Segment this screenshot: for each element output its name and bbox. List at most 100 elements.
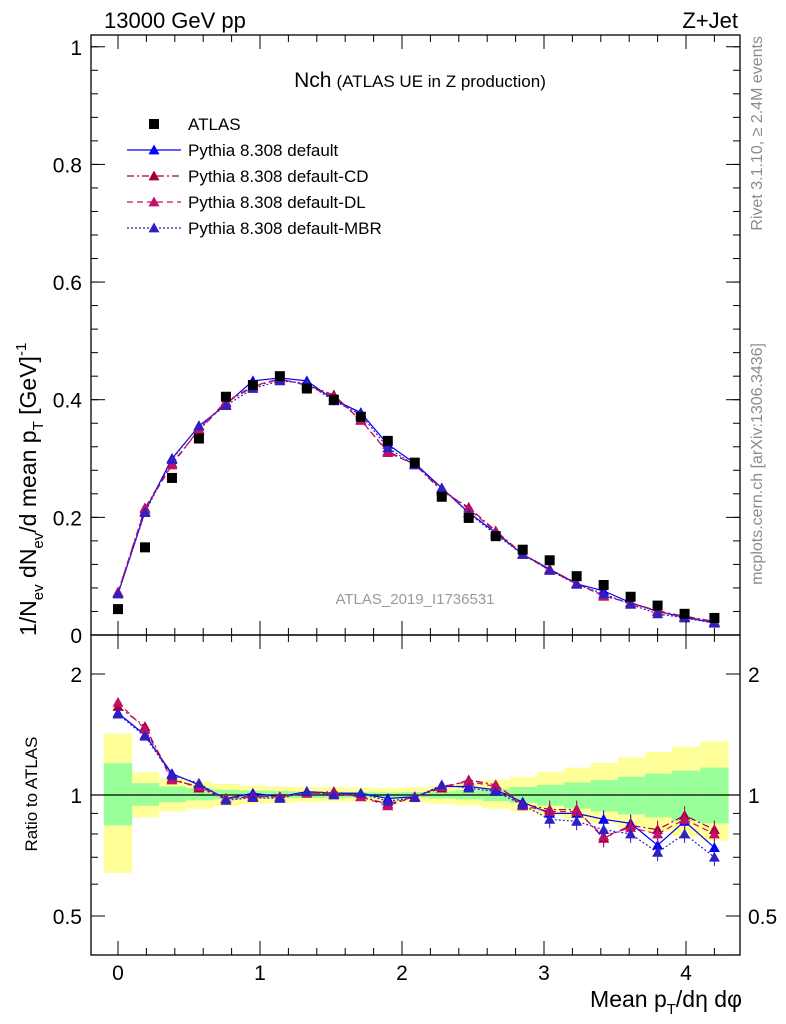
legend-entry: Pythia 8.308 default-DL xyxy=(127,193,366,212)
ratio-series-marker xyxy=(409,792,421,803)
ratio-series-marker xyxy=(463,776,475,786)
legend-entry: ATLAS xyxy=(149,115,241,134)
ratio-series-marker xyxy=(598,813,610,824)
atlas-data-point xyxy=(679,608,690,619)
ratio-series-marker xyxy=(220,794,232,805)
ratio-series-marker xyxy=(274,793,286,803)
legend-entry: Pythia 8.308 default-MBR xyxy=(127,219,382,238)
stat-uncertainty-band xyxy=(590,779,618,812)
xtick-label: 3 xyxy=(538,962,550,985)
atlas-data-point xyxy=(301,383,312,394)
atlas-data-point xyxy=(274,371,285,382)
atlas-data-point xyxy=(409,457,420,468)
ratio-series-marker xyxy=(139,730,151,741)
legend-label: Pythia 8.308 default-CD xyxy=(188,167,369,186)
atlas-data-point xyxy=(436,491,447,502)
legend-triangle-marker xyxy=(148,222,160,233)
main-ytick-label: 0.4 xyxy=(53,390,83,413)
main-series-line xyxy=(117,380,715,624)
main-series-marker xyxy=(193,420,205,430)
legend-triangle-marker xyxy=(148,196,160,207)
atlas-data-point xyxy=(625,591,636,602)
legend-triangle-marker xyxy=(148,170,160,181)
main-series-marker xyxy=(652,608,664,619)
process-label: Z+Jet xyxy=(682,8,738,33)
stat-uncertainty-band xyxy=(103,763,133,826)
plot-title: Nch (ATLAS UE in Z production) xyxy=(294,69,546,92)
main-ytick-label: 0 xyxy=(70,625,82,648)
ratio-ytick-label-right: 2 xyxy=(748,664,760,687)
atlas-data-point xyxy=(355,411,366,422)
atlas-data-point xyxy=(220,391,231,402)
atlas-data-point xyxy=(113,604,123,615)
main-ytick-label: 1 xyxy=(70,37,82,60)
legend-triangle-marker xyxy=(148,144,160,155)
atlas-data-point xyxy=(652,600,663,611)
xtick-label: 2 xyxy=(396,962,408,985)
ratio-ytick-label: 2 xyxy=(70,664,82,687)
rivet-version-label: Rivet 3.1.10, ≥ 2.4M events xyxy=(749,36,766,231)
main-series-marker xyxy=(571,578,583,589)
stat-uncertainty-band xyxy=(159,786,187,803)
legend-square-marker xyxy=(149,119,159,129)
atlas-data-point xyxy=(247,380,258,390)
atlas-data-point xyxy=(598,580,609,590)
ratio-ytick-label-right: 0.5 xyxy=(748,906,777,929)
atlas-data-point xyxy=(193,433,204,444)
ratio-series-marker xyxy=(301,786,313,796)
main-series-marker xyxy=(598,588,610,599)
main-series-line xyxy=(117,377,715,624)
main-series-line xyxy=(117,377,715,623)
ratio-series-marker xyxy=(598,824,610,835)
main-ylabel: 1/Nev dNev/d mean pT [GeV]-1 xyxy=(13,343,47,636)
atlas-data-point xyxy=(463,512,474,523)
ratio-series-marker xyxy=(355,787,367,798)
atlas-data-point xyxy=(709,612,720,623)
ratio-bands xyxy=(91,733,740,873)
ratio-series-marker xyxy=(679,828,691,839)
main-series-marker xyxy=(139,507,151,518)
ratio-series-marker xyxy=(571,815,583,826)
atlas-data-point xyxy=(517,544,528,555)
ratio-series-marker xyxy=(652,846,664,857)
ratio-series-marker xyxy=(112,696,124,707)
main-series-marker xyxy=(220,400,232,410)
ratio-series-marker xyxy=(625,828,637,839)
atlas-data-point xyxy=(139,542,150,553)
ratio-series-marker xyxy=(517,799,529,810)
main-series-marker xyxy=(436,482,448,493)
analysis-watermark: ATLAS_2019_I1736531 xyxy=(335,591,494,608)
ratio-series-marker xyxy=(679,813,691,824)
main-series-layer xyxy=(112,371,720,628)
main-series-marker xyxy=(166,454,178,465)
ratio-series-marker xyxy=(436,779,448,790)
ratio-series-marker xyxy=(247,792,259,803)
ratio-series-marker xyxy=(490,780,502,791)
atlas-data-point xyxy=(490,531,501,542)
atlas-data-point xyxy=(382,435,393,446)
main-series-marker xyxy=(544,564,556,575)
xtick-label: 1 xyxy=(254,962,266,985)
atlas-data-point xyxy=(328,394,339,405)
xtick-label: 0 xyxy=(112,962,124,985)
ratio-series-marker xyxy=(490,786,502,796)
legend-entry: Pythia 8.308 default-CD xyxy=(127,167,369,186)
legend-label: Pythia 8.308 default xyxy=(188,141,339,160)
legend: ATLAS Pythia 8.308 default Pythia 8.308 de… xyxy=(127,115,382,238)
main-series-line xyxy=(117,378,715,623)
main-ytick-label: 0.6 xyxy=(53,272,82,295)
main-series-marker xyxy=(382,442,394,453)
mcplots-label: mcplots.cern.ch [arXiv:1306.3436] xyxy=(749,343,766,585)
axes-layer: 0 0.2 0.4 0.6 0.8 1 0 1 2 3 4 0.5 0.5 1 1 2 2 xyxy=(53,34,777,985)
ratio-series-marker xyxy=(382,795,394,806)
ratio-series-marker xyxy=(708,842,720,852)
legend-entry: Pythia 8.308 default xyxy=(127,141,339,160)
ratio-series-marker xyxy=(652,828,664,839)
legend-label: Pythia 8.308 default-DL xyxy=(188,193,366,212)
ratio-series-marker xyxy=(112,708,124,719)
ratio-series-marker xyxy=(328,789,340,800)
ratio-series-marker xyxy=(463,782,475,793)
ratio-series-marker xyxy=(708,851,720,862)
ratio-series-marker xyxy=(708,828,720,839)
